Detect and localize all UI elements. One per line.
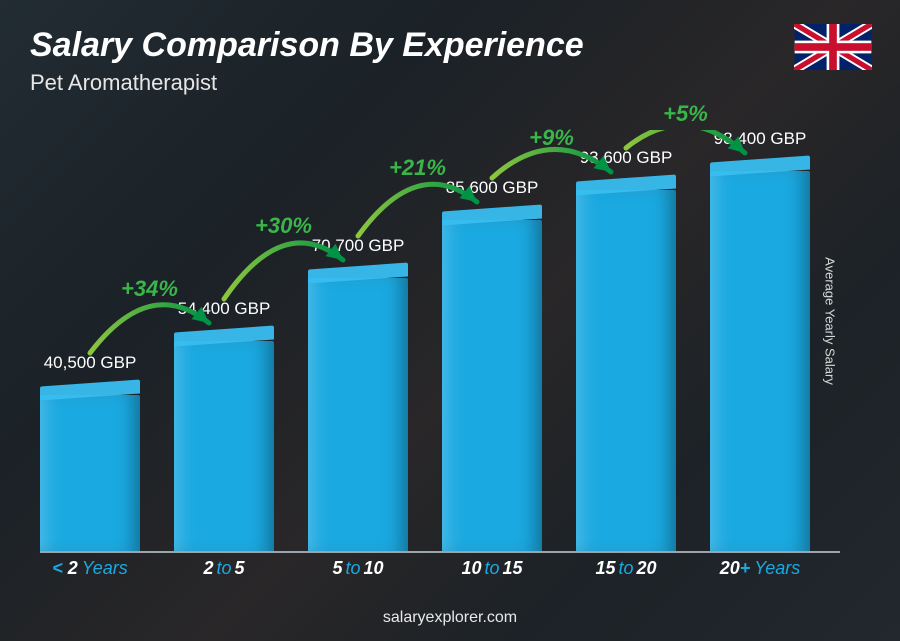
bar: 70,700 GBP5to10 (308, 278, 408, 551)
uk-flag-icon (794, 24, 872, 70)
bar-top-face (308, 263, 408, 284)
bar-category-label: < 2Years (25, 558, 155, 579)
bar-top-face (442, 205, 542, 226)
bar: 93,600 GBP15to20 (576, 190, 676, 551)
bar-value-label: 40,500 GBP (15, 353, 165, 373)
bar-body (442, 220, 542, 551)
footer-attribution: salaryexplorer.com (0, 609, 900, 627)
bar: 54,400 GBP2to5 (174, 341, 274, 551)
bar-value-label: 93,600 GBP (551, 148, 701, 168)
salary-bar-chart: 40,500 GBP< 2Years54,400 GBP2to570,700 G… (40, 130, 840, 581)
bar-value-label: 70,700 GBP (283, 236, 433, 256)
pct-label: +30% (255, 213, 312, 239)
pct-label: +9% (529, 125, 574, 151)
bar-category-label: 10to15 (427, 558, 557, 579)
bar-body (710, 171, 810, 551)
bar-value-label: 54,400 GBP (149, 299, 299, 319)
bar-body (174, 341, 274, 551)
bar-top-face (40, 380, 140, 401)
bar-body (40, 395, 140, 551)
pct-label: +34% (121, 276, 178, 302)
pct-label: +21% (389, 155, 446, 181)
bar: 85,600 GBP10to15 (442, 220, 542, 551)
bar-category-label: 20+Years (695, 558, 825, 579)
bar-value-label: 98,400 GBP (685, 129, 835, 149)
page-subtitle: Pet Aromatherapist (30, 70, 217, 96)
bar-body (308, 278, 408, 551)
pct-label: +5% (663, 101, 708, 127)
bar-category-label: 2to5 (159, 558, 289, 579)
chart-baseline (40, 551, 840, 553)
bar-value-label: 85,600 GBP (417, 178, 567, 198)
bar: 98,400 GBP20+Years (710, 171, 810, 551)
bar-category-label: 15to20 (561, 558, 691, 579)
bar-top-face (710, 156, 810, 177)
bar-category-label: 5to10 (293, 558, 423, 579)
bar-top-face (174, 326, 274, 347)
bar-body (576, 190, 676, 551)
bar-top-face (576, 175, 676, 196)
page-title: Salary Comparison By Experience (30, 26, 584, 65)
bar: 40,500 GBP< 2Years (40, 395, 140, 551)
